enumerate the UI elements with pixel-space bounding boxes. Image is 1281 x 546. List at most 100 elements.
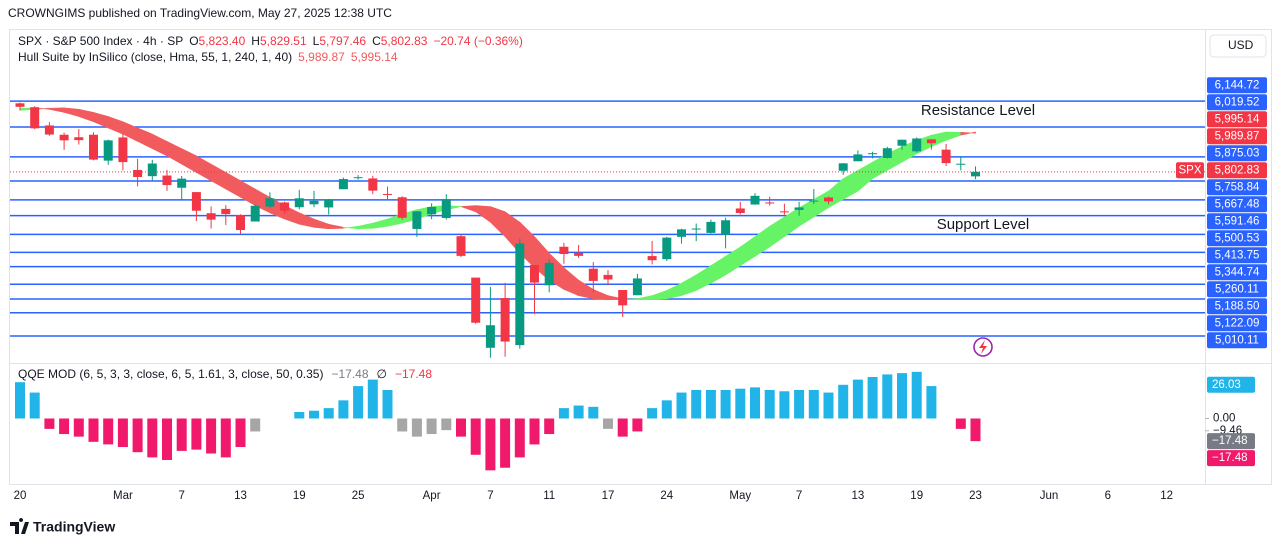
qqe-bar — [661, 400, 672, 419]
legend-key: O — [189, 34, 198, 48]
price-label: 5,802.83 — [1215, 164, 1260, 176]
x-tick-label: 7 — [487, 490, 493, 502]
candle-body — [868, 153, 878, 155]
qqe-bar — [426, 418, 437, 435]
value-marker-box — [1207, 376, 1255, 393]
value-marker-label: −17.48 — [1212, 452, 1248, 464]
candle-body — [882, 148, 892, 158]
currency-label[interactable]: USD — [1228, 38, 1254, 52]
qqe-bar — [500, 418, 511, 468]
legend-value: ∅ — [377, 367, 387, 381]
candle-body — [853, 154, 863, 162]
alert-icon[interactable] — [973, 337, 993, 357]
annotation: Resistance Level — [921, 102, 1035, 119]
brand-name: TradingView — [33, 519, 115, 535]
candle-body — [338, 179, 348, 190]
candle-body — [368, 178, 378, 191]
qqe-legend: QQE MOD (6, 5, 3, 3, close, 6, 5, 1.61, … — [18, 367, 432, 381]
legend-title: Hull Suite by InSilico (close, Hma, 55, … — [18, 50, 292, 64]
qqe-bar — [411, 418, 422, 437]
candle-body — [750, 195, 760, 205]
qqe-bar — [206, 418, 217, 454]
qqe-bar — [191, 418, 202, 450]
qqe-bar — [15, 382, 25, 419]
price-label: 5,122.09 — [1215, 317, 1260, 329]
candle-body — [191, 192, 201, 211]
candle-body — [838, 163, 848, 171]
candle-body — [133, 169, 143, 177]
price-label: 5,995.14 — [1215, 113, 1260, 125]
x-tick-label: 13 — [852, 490, 865, 502]
candle-body — [103, 140, 113, 161]
candle-body — [971, 171, 980, 177]
qqe-bar — [353, 386, 364, 419]
qqe-bar — [867, 377, 878, 419]
candle-body — [721, 220, 731, 235]
candle-body — [765, 202, 775, 204]
x-tick-label: Jun — [1040, 490, 1059, 502]
candle-body — [280, 202, 290, 211]
price-label-box — [1207, 315, 1267, 332]
axis-layer: 6,144.72 6,019.52 5,995.14 5,989.87 5,875.03… — [14, 77, 1267, 502]
price-label: 5,667.48 — [1215, 198, 1260, 210]
chart-frame — [9, 29, 1272, 485]
candle-body — [441, 199, 451, 218]
alert-ring[interactable] — [973, 337, 993, 357]
candle-body — [779, 211, 789, 213]
qqe-bar — [852, 379, 863, 419]
qqe-bar — [691, 389, 702, 419]
qqe-bar — [456, 418, 466, 437]
candle-body — [662, 237, 672, 260]
qqe-bar — [338, 400, 349, 419]
levels-layer — [10, 100, 1205, 337]
x-tick-label: 11 — [543, 490, 555, 502]
qqe-bar — [29, 392, 40, 419]
price-label: 5,010.11 — [1215, 334, 1259, 346]
qqe-bar — [779, 391, 790, 419]
candle-body — [632, 278, 642, 296]
legend-value: −17.48 — [331, 367, 368, 381]
qqe-bar — [970, 418, 981, 442]
x-tick-label: 7 — [796, 490, 802, 502]
qqe-bar — [441, 418, 452, 431]
qqe-bar — [132, 418, 143, 453]
publisher-line: CROWNGIMS published on TradingView.com, … — [8, 6, 392, 20]
qqe-bar — [117, 418, 128, 448]
qqe-bar — [309, 410, 319, 419]
qqe-bar — [162, 418, 172, 460]
symbol-tag: SPX — [1178, 164, 1201, 176]
candle-body — [427, 207, 437, 215]
x-tick-label: Mar — [113, 490, 133, 502]
x-tick-label: 12 — [1160, 490, 1173, 502]
candle-body — [691, 228, 701, 230]
candle-body — [912, 138, 922, 152]
x-tick-label: 23 — [969, 490, 982, 502]
qqe-bar — [397, 418, 408, 432]
qqe-bar — [911, 371, 922, 419]
legend-value: 5,802.83 — [381, 34, 428, 48]
qqe-bar — [647, 408, 658, 419]
candle-body — [74, 137, 84, 141]
qqe-bar — [323, 408, 334, 419]
candle-body — [15, 103, 25, 107]
candle-body — [824, 197, 833, 202]
candle-body — [412, 211, 422, 229]
legend-value: 5,797.46 — [319, 34, 366, 48]
qqe-bar — [367, 379, 378, 419]
qqe-bar — [735, 388, 746, 419]
price-label: 5,188.50 — [1215, 300, 1260, 312]
x-tick-label: 25 — [352, 490, 365, 502]
price-label-box — [1207, 298, 1267, 315]
annotation: Support Level — [937, 216, 1030, 233]
alert-bolt[interactable] — [979, 340, 987, 354]
candle-body — [956, 163, 966, 165]
x-tick-label: 13 — [234, 490, 247, 502]
candle-body — [588, 268, 598, 281]
qqe-bar — [603, 418, 613, 429]
candle-body — [147, 163, 157, 177]
qqe-bar — [220, 418, 231, 458]
candle-body — [44, 125, 54, 135]
price-label-box — [1207, 77, 1267, 94]
currency-button[interactable] — [1209, 34, 1267, 58]
